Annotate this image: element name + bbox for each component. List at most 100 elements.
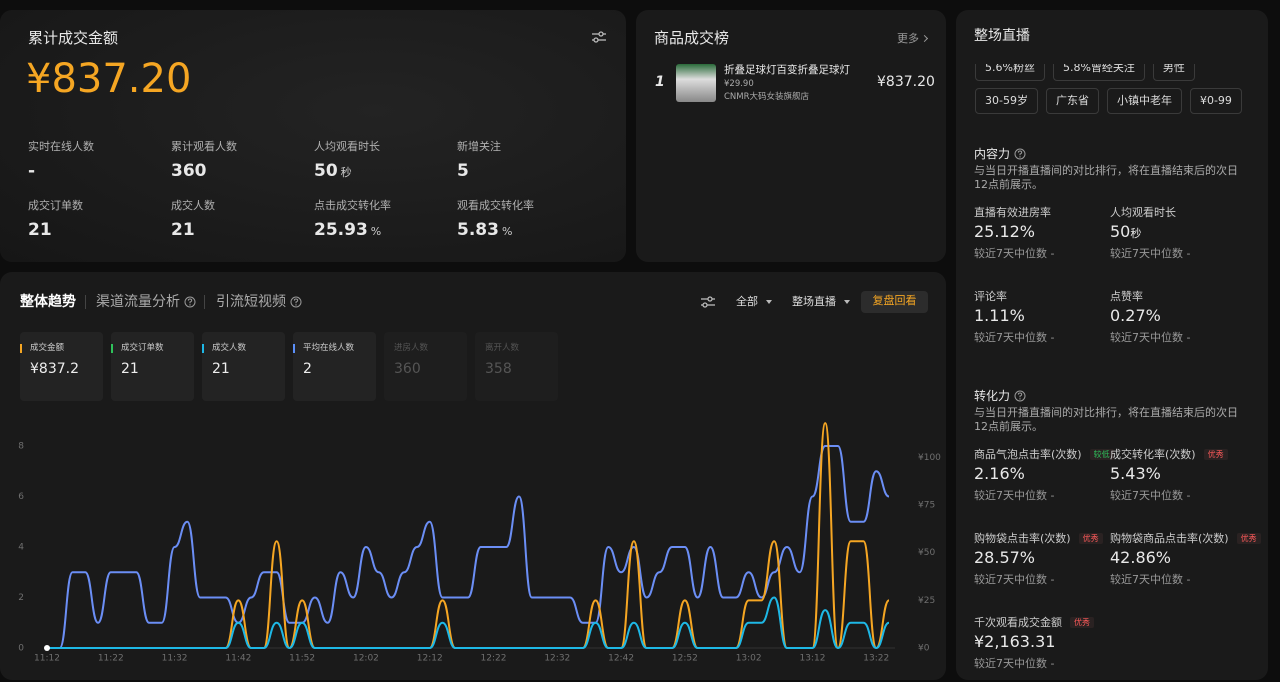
badge: 优秀 <box>1078 532 1103 545</box>
tab[interactable]: 渠道流量分析 <box>96 294 196 311</box>
card-label: 平均在线人数 <box>303 343 355 353</box>
card-label: 进房人数 <box>394 343 429 353</box>
help-icon[interactable] <box>1014 148 1026 160</box>
live-metric-note: 较近7天中位数 - <box>974 247 1055 260</box>
live-metric-number: 42.86% <box>1110 548 1172 567</box>
help-icon[interactable] <box>290 296 302 308</box>
badge: 优秀 <box>1203 448 1228 461</box>
filter-text: 整场直播 <box>792 295 836 308</box>
help-icon[interactable] <box>184 296 196 308</box>
y-tick-label: 0 <box>18 644 24 654</box>
filter-icon[interactable] <box>699 294 717 310</box>
ranking-panel <box>636 10 946 262</box>
series-line <box>47 445 890 649</box>
live-metric-label-text: 购物袋点击率(次数) <box>974 532 1071 545</box>
metric-number: 21 <box>28 220 52 240</box>
live-metric-number: 50 <box>1110 222 1131 241</box>
summary-title: 累计成交金额 <box>28 29 119 47</box>
tab[interactable]: 整体趋势 <box>20 294 76 311</box>
tab-text: 整体趋势 <box>20 294 76 310</box>
metric-value: 5.83% <box>457 220 512 240</box>
more-link[interactable]: 更多 <box>897 32 929 45</box>
tab[interactable]: 引流短视频 <box>216 294 302 311</box>
card-value: ¥837.2 <box>30 361 79 377</box>
live-metric-value: 1.11% <box>974 306 1025 325</box>
live-metric-number: 28.57% <box>974 548 1036 567</box>
rank: 1 <box>655 74 665 90</box>
metric-card[interactable]: 成交人数 21 <box>202 332 285 401</box>
tag: ¥0-99 <box>1189 88 1242 114</box>
badge: 较低 <box>1089 448 1114 461</box>
live-metric-value: 25.12% <box>974 222 1035 241</box>
metric-label: 人均观看时长 <box>314 140 380 153</box>
live-metric-label-text: 购物袋商品点击率(次数) <box>1110 532 1229 545</box>
product-name: 折叠足球灯百变折叠足球灯 <box>724 64 850 76</box>
x-tick-label: 11:32 <box>162 654 188 664</box>
metric-value: 360 <box>171 161 207 181</box>
live-metric-label-text: 直播有效进房率 <box>974 206 1051 219</box>
tag-list: 5.6%粉丝 5.8%曾经关注 男性 30-59岁 广东省 小镇中老年 ¥0-99 <box>975 64 1260 114</box>
more-chevron <box>920 35 929 43</box>
y-tick-label: 6 <box>18 492 24 502</box>
metric-card[interactable]: 进房人数 360 <box>384 332 467 401</box>
metric-unit: 秒 <box>340 166 352 179</box>
live-metric-value: 50 秒 <box>1110 222 1141 241</box>
metric-number: 5 <box>457 161 469 181</box>
filter-dropdown[interactable]: 全部 <box>736 295 772 308</box>
live-metric-label: 商品气泡点击率(次数) 较低 <box>974 448 1114 461</box>
x-tick-label: 12:12 <box>417 654 443 664</box>
x-tick-label: 11:22 <box>98 654 124 664</box>
metric-value: 25.93% <box>314 220 381 240</box>
live-metric-label: 人均观看时长 <box>1110 206 1176 219</box>
tag: 30-59岁 <box>975 88 1038 114</box>
metric-card[interactable]: 成交订单数 21 <box>111 332 194 401</box>
live-metric-note: 较近7天中位数 - <box>974 489 1055 502</box>
metric-card[interactable]: 成交金额 ¥837.2 <box>20 332 103 401</box>
live-metric-number: 2.16% <box>974 464 1025 483</box>
x-tick-label: 11:42 <box>225 654 251 664</box>
tab-text: 引流短视频 <box>216 294 286 310</box>
live-metric-number: 0.27% <box>1110 306 1161 325</box>
filter-dropdown[interactable]: 整场直播 <box>792 295 850 308</box>
live-metric-number: 5.43% <box>1110 464 1161 483</box>
metric-label: 成交订单数 <box>28 199 83 212</box>
metric-value: 5 <box>457 161 469 181</box>
y2-tick-label: ¥0 <box>918 644 930 654</box>
live-metric-note: 较近7天中位数 - <box>1110 573 1191 586</box>
replay-button-bg[interactable] <box>861 291 928 313</box>
live-metric-label: 购物袋点击率(次数) 优秀 <box>974 532 1103 545</box>
section-title-text: 转化力 <box>974 389 1011 403</box>
dropdown-caret <box>844 299 850 304</box>
metric-unit: % <box>370 225 382 238</box>
summary-total: ¥837.20 <box>26 56 192 102</box>
live-metric-note: 较近7天中位数 - <box>974 657 1055 670</box>
y2-tick-label: ¥25 <box>918 596 935 606</box>
live-metric-value: ¥2,163.31 <box>974 632 1055 651</box>
metric-card[interactable]: 离开人数 358 <box>475 332 558 401</box>
live-metric-label: 千次观看成交金额 优秀 <box>974 616 1094 629</box>
live-metric-label-text: 人均观看时长 <box>1110 206 1176 219</box>
live-title: 整场直播 <box>974 28 1030 44</box>
metric-number: 25.93 <box>314 220 368 240</box>
metric-value: 50 秒 <box>314 161 352 181</box>
metric-label: 点击成交转化率 <box>314 199 391 212</box>
filter-icon[interactable] <box>590 29 608 45</box>
tag: 男性 <box>1152 64 1195 81</box>
replay-button[interactable]: 复盘回看 <box>872 294 917 307</box>
summary-panel <box>0 10 626 262</box>
card-label: 成交人数 <box>212 343 247 353</box>
live-metric-label-text: 成交转化率(次数) <box>1110 448 1196 461</box>
metric-number: 360 <box>171 161 207 181</box>
help-icon[interactable] <box>1014 390 1026 402</box>
y-tick-label: 4 <box>18 543 24 553</box>
live-metric-value: 0.27% <box>1110 306 1161 325</box>
card-color-bar <box>293 344 295 353</box>
metric-card[interactable]: 平均在线人数 2 <box>293 332 376 401</box>
section-desc: 与当日开播直播间的对比排行，将在直播结束后的次日12点前展示。 <box>974 406 1238 433</box>
x-tick-label: 11:12 <box>34 654 60 664</box>
x-tick-label: 12:32 <box>544 654 570 664</box>
x-tick-label: 12:42 <box>608 654 634 664</box>
x-tick-label: 11:52 <box>289 654 315 664</box>
ranking-title: 商品成交榜 <box>654 29 730 47</box>
